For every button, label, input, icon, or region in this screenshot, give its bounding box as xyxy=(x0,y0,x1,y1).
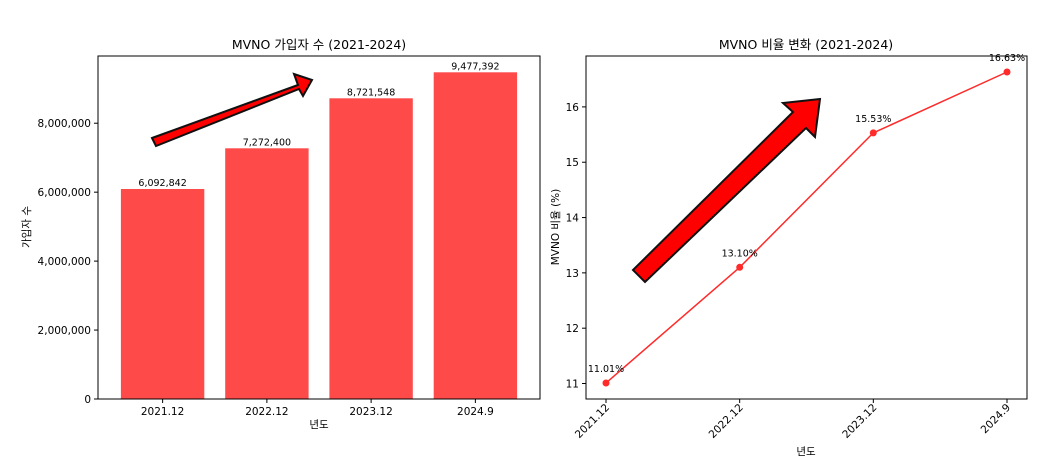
line-chart-title: MVNO 비율 변화 (2021-2024) xyxy=(719,37,893,52)
x-tick-label: 2022.12 xyxy=(707,402,746,441)
line-chart: MVNO 비율 변화 (2021-2024) 11.01% 13.10% 15.53… xyxy=(550,37,1028,458)
data-point xyxy=(869,129,877,137)
bar xyxy=(120,189,205,399)
x-tick-label: 2024.9 xyxy=(979,402,1013,436)
bar xyxy=(225,148,309,399)
trend-arrow-right xyxy=(631,97,822,284)
trend-arrow-left xyxy=(150,72,314,148)
bar-chart-xlabel: 년도 xyxy=(309,419,329,431)
bar-value-label: 9,477,392 xyxy=(451,61,499,72)
y-tick-label: 11 xyxy=(566,379,579,391)
point-value-label: 11.01% xyxy=(588,364,624,375)
y-tick-label: 2,000,000 xyxy=(38,325,91,337)
x-tick-label: 2023.12 xyxy=(349,406,392,418)
x-tick-label: 2023.12 xyxy=(840,402,879,441)
y-tick-label: 0 xyxy=(84,394,91,406)
x-tick-label: 2022.12 xyxy=(245,406,288,418)
data-point xyxy=(1003,68,1011,76)
y-tick-label: 16 xyxy=(566,102,580,114)
data-point xyxy=(602,379,610,387)
y-tick-label: 13 xyxy=(566,268,579,280)
line-chart-ylabel: MVNO 비율 (%) xyxy=(550,189,562,266)
y-tick-label: 12 xyxy=(566,323,579,335)
data-point xyxy=(736,263,744,271)
y-tick-label: 14 xyxy=(566,213,580,225)
bar-chart: MVNO 가입자 수 (2021-2024) 6,092,842 7,272,40… xyxy=(20,37,541,431)
point-value-label: 13.10% xyxy=(722,248,758,259)
bar-value-label: 8,721,548 xyxy=(347,87,395,98)
x-tick-label: 2024.9 xyxy=(457,406,494,418)
line-chart-frame xyxy=(585,55,1028,400)
bar-chart-title: MVNO 가입자 수 (2021-2024) xyxy=(232,37,406,52)
y-tick-label: 4,000,000 xyxy=(38,256,91,268)
x-tick-label: 2021.12 xyxy=(573,402,612,441)
bar-value-label: 7,272,400 xyxy=(243,137,291,148)
y-tick-label: 15 xyxy=(566,157,579,169)
bar-chart-frame xyxy=(97,55,541,400)
x-tick-label: 2021.12 xyxy=(141,406,184,418)
bar-value-label: 6,092,842 xyxy=(138,178,186,189)
point-value-label: 16.63% xyxy=(989,53,1025,64)
y-tick-label: 8,000,000 xyxy=(38,118,91,130)
line-chart-xlabel: 년도 xyxy=(796,446,816,458)
bar-chart-ylabel: 가입자 수 xyxy=(20,206,33,248)
bar xyxy=(433,72,518,400)
series-line xyxy=(605,71,1008,384)
bar xyxy=(329,98,413,400)
y-tick-label: 6,000,000 xyxy=(38,187,91,199)
point-value-label: 15.53% xyxy=(855,114,891,125)
